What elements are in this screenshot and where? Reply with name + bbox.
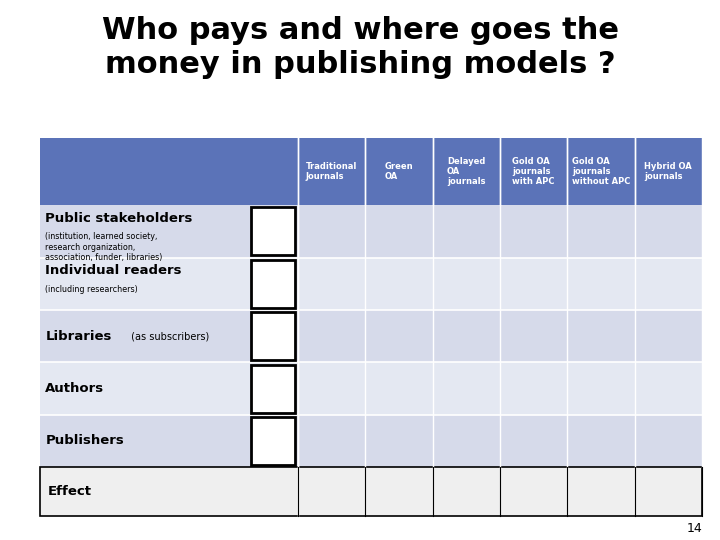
Point	[266, 281, 275, 287]
Text: Hybrid OA
journals: Hybrid OA journals	[644, 162, 692, 181]
FancyBboxPatch shape	[271, 443, 275, 449]
Text: Gold OA
journals
with APC: Gold OA journals with APC	[513, 157, 555, 186]
Circle shape	[260, 231, 262, 234]
Bar	[255, 341, 271, 347]
Text: Delayed
OA
journals: Delayed OA journals	[447, 157, 485, 186]
Text: Traditional
Journals: Traditional Journals	[306, 162, 357, 181]
Bar	[255, 333, 271, 339]
Text: (as subscribers): (as subscribers)	[128, 331, 210, 341]
Text: Gold OA
journals
without APC: Gold OA journals without APC	[572, 157, 630, 186]
Polygon shape	[274, 380, 287, 402]
Circle shape	[261, 442, 264, 445]
Bar	[256, 242, 258, 253]
Text: Publishers: Publishers	[45, 434, 124, 448]
FancyBboxPatch shape	[267, 232, 271, 238]
Circle shape	[268, 276, 271, 280]
Bar	[279, 242, 280, 253]
Circle shape	[268, 231, 271, 234]
FancyBboxPatch shape	[260, 443, 264, 449]
Text: Libraries: Libraries	[45, 329, 112, 343]
FancyBboxPatch shape	[275, 232, 279, 238]
Bar	[269, 242, 271, 253]
FancyBboxPatch shape	[279, 336, 284, 342]
Bar	[283, 242, 284, 253]
Text: Effect: Effect	[48, 485, 92, 498]
Bar	[287, 242, 289, 253]
Circle shape	[267, 380, 270, 383]
Circle shape	[276, 231, 279, 234]
Bar	[265, 242, 267, 253]
Text: (institution, learned society,
research organization,
association, funder, libra: (institution, learned society, research …	[45, 232, 163, 262]
FancyBboxPatch shape	[284, 232, 288, 238]
Text: (including researchers): (including researchers)	[45, 285, 138, 294]
FancyBboxPatch shape	[258, 232, 263, 238]
FancyBboxPatch shape	[258, 283, 284, 303]
Circle shape	[283, 442, 285, 445]
Text: Individual readers: Individual readers	[45, 264, 182, 278]
Text: Authors: Authors	[45, 382, 104, 395]
Point	[266, 299, 275, 305]
FancyBboxPatch shape	[282, 443, 286, 449]
Circle shape	[281, 335, 283, 338]
Text: Public stakeholders: Public stakeholders	[45, 212, 193, 225]
Circle shape	[271, 442, 274, 445]
FancyBboxPatch shape	[266, 381, 271, 387]
Circle shape	[284, 231, 287, 234]
Text: 14: 14	[686, 522, 702, 535]
Text: Green
OA: Green OA	[384, 162, 413, 181]
FancyBboxPatch shape	[267, 278, 272, 284]
Text: Who pays and where goes the
money in publishing models ?: Who pays and where goes the money in pub…	[102, 16, 618, 79]
Bar	[261, 242, 263, 253]
Bar	[274, 242, 276, 253]
Bar	[255, 349, 271, 355]
